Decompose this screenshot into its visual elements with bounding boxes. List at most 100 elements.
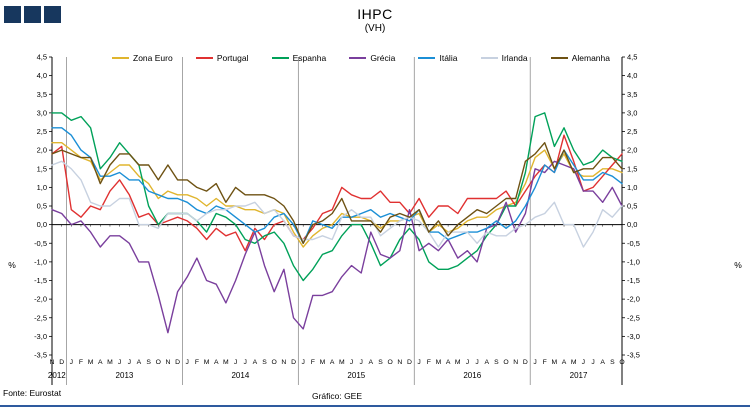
x-month-letter: D	[407, 359, 412, 366]
legend-label: Itália	[439, 53, 458, 63]
logo-square	[44, 6, 61, 23]
y-tick-label-left: -2,5	[34, 313, 47, 322]
y-tick-label-left: 3,5	[37, 90, 47, 99]
x-month-letter: O	[619, 359, 624, 366]
series-line-grecia	[51, 160, 623, 334]
legend-swatch-italia	[418, 57, 436, 59]
x-month-letter: N	[50, 359, 55, 366]
y-tick-label-right: 1,0	[627, 183, 637, 192]
x-month-letter: D	[59, 359, 64, 366]
x-month-letter: A	[484, 359, 489, 366]
y-tick-label-left: 4,0	[37, 71, 47, 80]
x-month-letter: J	[244, 359, 247, 366]
x-month-letter: D	[291, 359, 296, 366]
x-year-label: 2013	[116, 371, 134, 380]
y-tick-label-right: 0,5	[627, 202, 637, 211]
y-tick-label-left: 2,5	[37, 127, 47, 136]
legend-label: Alemanha	[571, 53, 610, 63]
zero-axis	[51, 224, 623, 227]
y-tick-label-left: 1,0	[37, 183, 47, 192]
x-month-letter: O	[387, 359, 392, 366]
y-tick-label-left: -2,0	[34, 295, 47, 304]
y-tick-label-right: 1,5	[627, 164, 637, 173]
y-tick-label-left: 0,0	[37, 220, 47, 229]
x-month-letter: A	[600, 359, 605, 366]
x-month-letter: F	[543, 359, 547, 366]
series-line-portugal	[51, 134, 623, 252]
y-tick-label-left: -1,5	[34, 276, 47, 285]
x-month-letter: S	[610, 359, 615, 366]
bottom-rule	[0, 405, 750, 407]
y-tick-label-right: 2,0	[627, 146, 637, 155]
legend-item-zona-euro: Zona Euro	[112, 53, 173, 63]
x-year-labels: 2012 2013 2014 2015 2016 2017	[48, 371, 588, 380]
x-year-label: 2015	[347, 371, 365, 380]
x-month-letter: M	[436, 359, 442, 366]
x-month-letter: M	[88, 359, 94, 366]
y-tick-label-right: -3,0	[627, 332, 640, 341]
source-note: Fonte: Eurostat	[3, 388, 62, 398]
legend-item-espanha: Espanha	[271, 53, 326, 63]
y-tick-label-left: -0,5	[34, 239, 47, 248]
x-month-letter: D	[175, 359, 180, 366]
legend-label: Zona Euro	[133, 53, 173, 63]
y-tick-label-right: 0,0	[627, 220, 637, 229]
x-month-letter: S	[146, 359, 151, 366]
series-line-espanha	[51, 112, 623, 282]
y-tick-label-right: 3,0	[627, 108, 637, 117]
x-month-letter: J	[118, 359, 121, 366]
x-month-letter: J	[128, 359, 131, 366]
y-tick-label-right: 4,5	[627, 53, 637, 62]
x-month-letter: J	[533, 359, 536, 366]
x-month-letter: N	[397, 359, 402, 366]
y-tick-label-right: -2,5	[627, 313, 640, 322]
series-line-alemanha	[51, 141, 623, 245]
y-tick-label-right: -1,0	[627, 257, 640, 266]
x-month-letter: M	[320, 359, 326, 366]
credit-note: Gráfico: GEE	[311, 391, 363, 401]
y-tick-label-right: 2,5	[627, 127, 637, 136]
legend-swatch-portugal	[195, 57, 213, 59]
y-tick-label-left: 3,0	[37, 108, 47, 117]
x-month-letter: O	[503, 359, 508, 366]
x-month-letter: F	[427, 359, 431, 366]
x-month-letter: M	[455, 359, 461, 366]
x-month-letter: J	[359, 359, 362, 366]
y-tick-label-left: 2,0	[37, 146, 47, 155]
x-month-letter: J	[301, 359, 304, 366]
x-month-letter: J	[591, 359, 594, 366]
y-tick-label-left: -3,5	[34, 351, 47, 360]
x-month-letter: J	[417, 359, 420, 366]
x-month-letter: A	[330, 359, 335, 366]
legend-item-portugal: Portugal	[195, 53, 249, 63]
x-month-letter: D	[523, 359, 528, 366]
x-month-letter: J	[475, 359, 478, 366]
legend-swatch-espanha	[271, 57, 289, 59]
x-month-letter: J	[350, 359, 353, 366]
legend-swatch-zona-euro	[112, 57, 129, 59]
x-month-letter: M	[339, 359, 345, 366]
series-line-irlanda	[51, 160, 623, 248]
legend-swatch-alemanha	[550, 57, 568, 59]
chart-title: IHPC	[357, 6, 393, 22]
y-tick-label-left: -1,0	[34, 257, 47, 266]
logo-square	[4, 6, 21, 23]
y-tick-label-left: 4,5	[37, 53, 47, 62]
x-month-letter: O	[156, 359, 161, 366]
x-month-letter: J	[186, 359, 189, 366]
x-month-letter: J	[70, 359, 73, 366]
x-month-letter: A	[253, 359, 258, 366]
logo-square	[24, 6, 41, 23]
x-year-label: 2016	[463, 371, 481, 380]
x-month-letter: M	[223, 359, 229, 366]
x-month-letter: M	[571, 359, 577, 366]
y-tick-label-left: -3,0	[34, 332, 47, 341]
axes	[51, 57, 623, 385]
x-month-letter: O	[272, 359, 277, 366]
y-tick-label-right: -3,5	[627, 351, 640, 360]
x-month-letter: F	[195, 359, 199, 366]
legend-item-alemanha: Alemanha	[550, 53, 610, 63]
x-month-letter: A	[137, 359, 142, 366]
legend-swatch-grecia	[349, 57, 367, 59]
